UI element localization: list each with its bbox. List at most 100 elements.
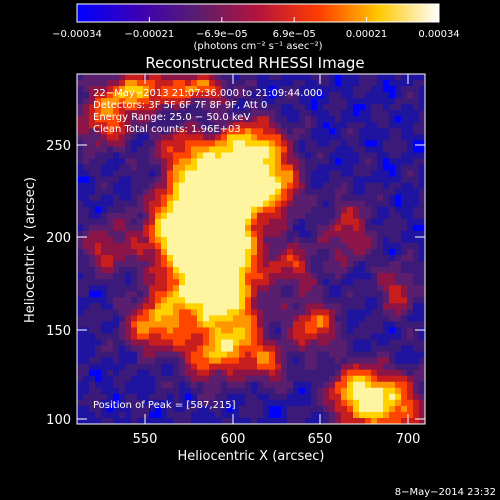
map-pixel bbox=[155, 152, 162, 159]
map-pixel bbox=[329, 86, 336, 93]
map-pixel bbox=[347, 242, 354, 250]
map-pixel bbox=[257, 411, 264, 419]
map-pixel bbox=[389, 80, 396, 87]
map-pixel bbox=[329, 255, 336, 262]
map-pixel bbox=[209, 249, 216, 256]
map-pixel bbox=[245, 417, 252, 425]
map-pixel bbox=[197, 255, 204, 262]
map-pixel bbox=[179, 104, 186, 111]
map-pixel bbox=[125, 182, 132, 190]
map-pixel bbox=[227, 74, 234, 81]
map-pixel bbox=[83, 152, 90, 159]
map-pixel bbox=[401, 375, 408, 383]
map-pixel bbox=[89, 104, 96, 111]
map-pixel bbox=[203, 158, 210, 165]
map-pixel bbox=[179, 291, 186, 298]
map-pixel bbox=[347, 170, 354, 177]
map-pixel bbox=[89, 134, 96, 141]
map-pixel bbox=[407, 375, 414, 383]
map-pixel bbox=[233, 128, 240, 135]
map-pixel bbox=[155, 333, 162, 340]
map-pixel bbox=[89, 206, 96, 214]
map-pixel bbox=[299, 194, 306, 202]
map-pixel bbox=[419, 104, 426, 111]
map-pixel bbox=[275, 212, 282, 220]
map-pixel bbox=[257, 321, 264, 328]
map-pixel bbox=[323, 146, 330, 153]
map-pixel bbox=[233, 98, 240, 105]
map-pixel bbox=[407, 339, 414, 346]
map-pixel bbox=[95, 242, 102, 250]
map-pixel bbox=[179, 194, 186, 202]
map-pixel bbox=[95, 405, 102, 413]
map-pixel bbox=[137, 122, 144, 129]
map-pixel bbox=[113, 170, 120, 177]
map-pixel bbox=[125, 170, 132, 177]
map-pixel bbox=[407, 411, 414, 419]
map-pixel bbox=[119, 92, 126, 99]
map-pixel bbox=[413, 381, 420, 389]
map-pixel bbox=[383, 291, 390, 298]
map-pixel bbox=[167, 393, 174, 401]
map-pixel bbox=[137, 411, 144, 419]
map-pixel bbox=[227, 375, 234, 383]
map-pixel bbox=[419, 230, 426, 238]
map-pixel bbox=[281, 140, 288, 147]
map-pixel bbox=[161, 80, 168, 87]
map-pixel bbox=[389, 267, 396, 274]
map-pixel bbox=[197, 86, 204, 93]
map-pixel bbox=[251, 236, 258, 244]
map-pixel bbox=[227, 369, 234, 377]
map-pixel bbox=[347, 206, 354, 214]
map-pixel bbox=[221, 405, 228, 413]
map-pixel bbox=[359, 297, 366, 304]
map-pixel bbox=[77, 381, 84, 389]
map-pixel bbox=[215, 242, 222, 250]
map-pixel bbox=[131, 309, 138, 316]
map-pixel bbox=[143, 236, 150, 244]
map-pixel bbox=[137, 236, 144, 244]
map-pixel bbox=[185, 345, 192, 352]
map-pixel bbox=[107, 351, 114, 359]
map-pixel bbox=[239, 387, 246, 395]
map-pixel bbox=[167, 218, 174, 226]
map-pixel bbox=[287, 194, 294, 202]
map-pixel bbox=[233, 74, 240, 81]
map-pixel bbox=[377, 261, 384, 268]
map-pixel bbox=[197, 128, 204, 135]
map-pixel bbox=[149, 345, 156, 352]
map-pixel bbox=[191, 315, 198, 322]
map-pixel bbox=[407, 74, 414, 81]
map-pixel bbox=[125, 285, 132, 292]
map-pixel bbox=[353, 116, 360, 123]
map-pixel bbox=[101, 261, 108, 268]
map-pixel bbox=[269, 98, 276, 105]
map-pixel bbox=[251, 218, 258, 226]
map-pixel bbox=[413, 206, 420, 214]
map-pixel bbox=[371, 297, 378, 304]
map-pixel bbox=[245, 327, 252, 334]
map-pixel bbox=[389, 158, 396, 165]
map-pixel bbox=[185, 122, 192, 129]
map-pixel bbox=[173, 122, 180, 129]
map-pixel bbox=[353, 357, 360, 365]
map-pixel bbox=[341, 188, 348, 196]
map-pixel bbox=[287, 206, 294, 214]
map-pixel bbox=[131, 146, 138, 153]
map-pixel bbox=[371, 285, 378, 292]
map-pixel bbox=[131, 158, 138, 165]
map-pixel bbox=[257, 249, 264, 256]
map-pixel bbox=[401, 110, 408, 117]
map-pixel bbox=[113, 152, 120, 159]
map-pixel bbox=[371, 230, 378, 238]
map-pixel bbox=[215, 267, 222, 274]
map-pixel bbox=[113, 242, 120, 250]
map-pixel bbox=[137, 405, 144, 413]
map-pixel bbox=[95, 315, 102, 322]
map-pixel bbox=[173, 188, 180, 196]
map-pixel bbox=[83, 194, 90, 202]
map-pixel bbox=[317, 242, 324, 250]
map-pixel bbox=[251, 345, 258, 352]
map-pixel bbox=[149, 176, 156, 184]
map-pixel bbox=[77, 315, 84, 322]
